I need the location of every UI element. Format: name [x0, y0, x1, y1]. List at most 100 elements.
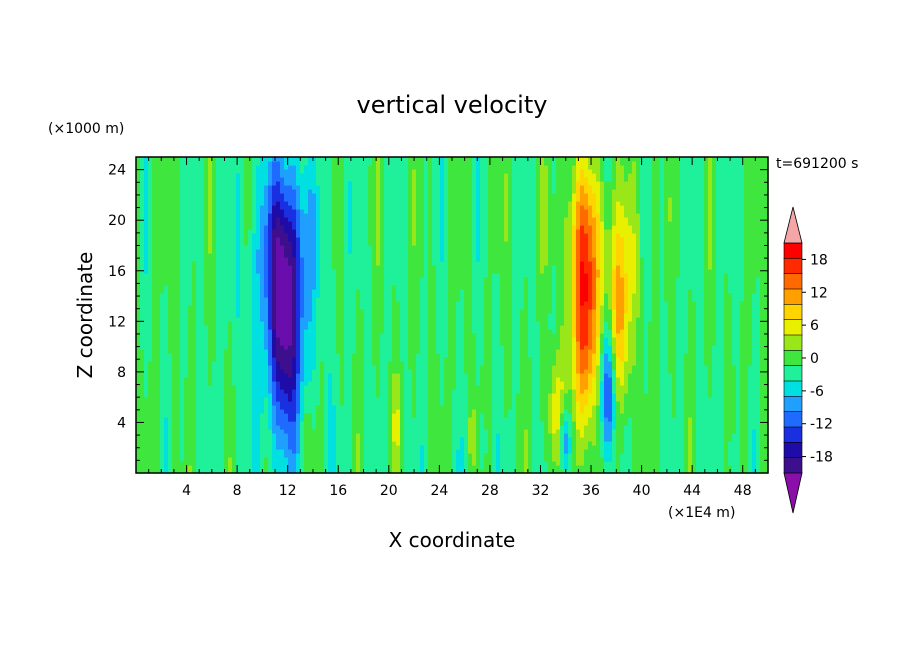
- field-cell: [244, 289, 249, 294]
- field-cell: [176, 229, 181, 234]
- field-cell: [204, 237, 209, 242]
- field-cell: [136, 217, 141, 222]
- field-cell: [144, 273, 149, 278]
- field-cell: [328, 249, 333, 254]
- field-cell: [336, 177, 341, 182]
- field-cell: [284, 245, 289, 250]
- field-cell: [284, 429, 289, 434]
- field-cell: [236, 185, 241, 190]
- field-cell: [140, 457, 145, 462]
- field-cell: [368, 217, 373, 222]
- field-cell: [344, 401, 349, 406]
- field-cell: [220, 401, 225, 406]
- field-cell: [224, 277, 229, 282]
- field-cell: [344, 453, 349, 458]
- field-cell: [352, 413, 357, 418]
- field-cell: [136, 177, 141, 182]
- field-cell: [272, 421, 277, 426]
- field-cell: [140, 441, 145, 446]
- field-cell: [208, 273, 213, 278]
- field-cell: [288, 377, 293, 382]
- field-cell: [260, 273, 265, 278]
- field-cell: [272, 377, 277, 382]
- field-cell: [268, 353, 273, 358]
- field-cell: [200, 193, 205, 198]
- field-cell: [164, 421, 169, 426]
- field-cell: [212, 273, 217, 278]
- field-cell: [372, 229, 377, 234]
- field-cell: [284, 217, 289, 222]
- field-cell: [276, 337, 281, 342]
- field-cell: [308, 177, 313, 182]
- field-cell: [140, 405, 145, 410]
- field-cell: [220, 405, 225, 410]
- field-cell: [344, 421, 349, 426]
- field-cell: [216, 289, 221, 294]
- field-cell: [212, 353, 217, 358]
- field-cell: [220, 389, 225, 394]
- field-cell: [172, 265, 177, 270]
- field-cell: [388, 433, 393, 438]
- field-cell: [376, 189, 381, 194]
- field-cell: [164, 325, 169, 330]
- field-cell: [340, 329, 345, 334]
- field-cell: [368, 345, 373, 350]
- field-cell: [276, 441, 281, 446]
- field-cell: [252, 209, 257, 214]
- field-cell: [280, 453, 285, 458]
- field-cell: [188, 393, 193, 398]
- field-cell: [288, 189, 293, 194]
- field-cell: [240, 165, 245, 170]
- field-cell: [324, 289, 329, 294]
- field-cell: [284, 225, 289, 230]
- field-cell: [380, 397, 385, 402]
- field-cell: [208, 173, 213, 178]
- field-cell: [240, 257, 245, 262]
- field-cell: [244, 309, 249, 314]
- field-cell: [136, 173, 141, 178]
- field-cell: [188, 409, 193, 414]
- field-cell: [220, 161, 225, 166]
- field-cell: [368, 249, 373, 254]
- field-cell: [312, 301, 317, 306]
- field-cell: [152, 257, 157, 262]
- field-cell: [236, 181, 241, 186]
- field-cell: [172, 189, 177, 194]
- field-cell: [240, 377, 245, 382]
- field-cell: [356, 237, 361, 242]
- field-cell: [304, 241, 309, 246]
- field-cell: [228, 365, 233, 370]
- field-cell: [316, 325, 321, 330]
- field-cell: [168, 417, 173, 422]
- field-cell: [376, 409, 381, 414]
- field-cell: [176, 237, 181, 242]
- field-cell: [240, 209, 245, 214]
- field-cell: [240, 361, 245, 366]
- field-cell: [232, 321, 237, 326]
- field-cell: [380, 185, 385, 190]
- field-cell: [156, 209, 161, 214]
- field-cell: [144, 453, 149, 458]
- field-cell: [356, 193, 361, 198]
- field-cell: [364, 317, 369, 322]
- field-cell: [164, 253, 169, 258]
- field-cell: [240, 449, 245, 454]
- field-cell: [384, 189, 389, 194]
- field-cell: [208, 361, 213, 366]
- field-cell: [168, 265, 173, 270]
- field-cell: [264, 157, 269, 162]
- field-cell: [212, 381, 217, 386]
- field-cell: [264, 417, 269, 422]
- field-cell: [280, 225, 285, 230]
- field-cell: [156, 165, 161, 170]
- field-cell: [296, 289, 301, 294]
- field-cell: [136, 297, 141, 302]
- field-cell: [276, 453, 281, 458]
- field-cell: [264, 189, 269, 194]
- field-cell: [152, 293, 157, 298]
- field-cell: [248, 405, 253, 410]
- field-cell: [192, 309, 197, 314]
- field-cell: [312, 457, 317, 462]
- field-cell: [140, 461, 145, 466]
- field-cell: [240, 297, 245, 302]
